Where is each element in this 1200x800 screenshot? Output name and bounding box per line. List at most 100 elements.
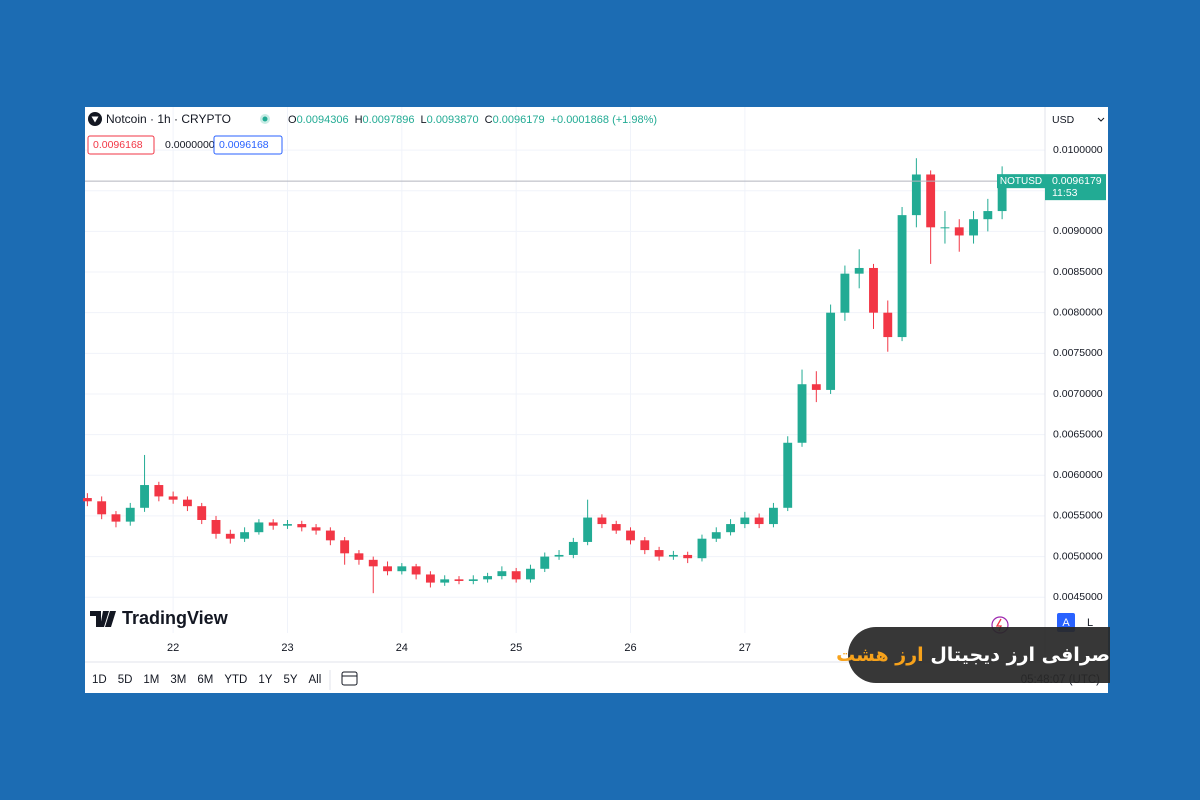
x-tick-label: 25	[510, 642, 522, 654]
price-badge	[1045, 174, 1106, 201]
candle-body	[683, 554, 693, 559]
ohlc-value: 0.0093870	[427, 114, 479, 126]
candle-body	[897, 215, 907, 338]
candle-body	[969, 219, 978, 236]
range-button[interactable]: 1Y	[258, 674, 272, 686]
candle-body	[483, 576, 493, 580]
watermark: صرافی ارز دیجیتال ارز هشت	[836, 627, 1110, 683]
currency[interactable]: USD	[1052, 114, 1075, 126]
candle-body	[769, 507, 778, 525]
candle-body	[568, 541, 578, 555]
logo-text: TradingView	[122, 608, 229, 628]
range-button[interactable]: 3M	[170, 674, 186, 686]
y-tick-label: 0.0070000	[1053, 388, 1103, 400]
candles	[82, 158, 1007, 594]
candle-body	[183, 499, 192, 507]
scale-button[interactable]: A	[1062, 617, 1070, 629]
candle-body	[111, 514, 121, 522]
input-value[interactable]: 0.0096168	[93, 139, 143, 151]
candle-body	[454, 579, 464, 581]
watermark-brand: ارز هشت	[836, 644, 924, 666]
x-tick-label: 23	[281, 642, 293, 654]
candle-body	[783, 442, 793, 508]
inputs: 0.0096168 0.0000000 0.0096168	[87, 135, 283, 155]
range-button[interactable]: 5D	[118, 674, 133, 686]
candle-body	[440, 579, 450, 583]
candle-body	[540, 556, 550, 569]
y-tick-label: 0.0055000	[1053, 510, 1103, 522]
input-value[interactable]: 0.0096168	[219, 139, 269, 151]
input-box	[213, 135, 283, 155]
currency-chevron[interactable]	[1097, 117, 1105, 122]
symbol-title: Notcoin · 1h · CRYPTO	[106, 112, 231, 126]
range-buttons: 1D 5D 1M 3M 6M YTD 1Y 5Y All	[92, 670, 331, 690]
candle-body	[197, 506, 207, 520]
input-box	[87, 135, 155, 155]
ohlc-change: +0.0001868 (+1.98%)	[551, 114, 657, 126]
candle-body	[125, 507, 135, 522]
price-badge-value: 0.0096179	[1052, 175, 1102, 187]
ohlc-label: L	[421, 114, 427, 126]
range-button[interactable]: 1M	[143, 674, 159, 686]
candle-body	[254, 522, 264, 533]
candle-body	[954, 227, 964, 236]
candle-body	[225, 533, 235, 539]
scale-button[interactable]: L	[1087, 617, 1093, 629]
candle-body	[697, 538, 707, 559]
candle-body	[397, 566, 407, 572]
candle-body	[554, 554, 564, 557]
y-tick-label: 0.0100000	[1053, 144, 1103, 156]
candle-body	[597, 517, 607, 525]
candle-body	[97, 501, 107, 515]
ohlc-value: 0.0097896	[363, 114, 415, 126]
goto-date-icon[interactable]	[341, 671, 358, 686]
range-button[interactable]: 6M	[197, 674, 213, 686]
y-tick-label: 0.0060000	[1053, 469, 1103, 481]
candle-body	[740, 517, 750, 525]
candle-body	[654, 550, 664, 557]
candle-body	[840, 273, 850, 313]
grid	[85, 107, 1045, 633]
candle-body	[526, 568, 535, 580]
candle-body	[626, 530, 635, 541]
y-tick-label: 0.0045000	[1053, 591, 1103, 603]
candle-body	[811, 384, 821, 390]
range-button[interactable]: 1D	[92, 674, 107, 686]
candle-body	[368, 559, 378, 567]
candle-body	[726, 524, 735, 533]
logo-icon	[90, 611, 116, 627]
input-value[interactable]: 0.0000000	[165, 139, 215, 151]
watermark-prefix: صرافی ارز دیجیتال	[930, 644, 1110, 666]
range-button[interactable]: All	[309, 674, 322, 686]
candle-body	[869, 267, 878, 313]
candle-body	[268, 522, 278, 526]
candle-body	[997, 181, 1007, 212]
symbol-badge-text: NOTUSD	[1000, 176, 1042, 187]
candle-body	[911, 174, 921, 216]
candle-body	[240, 532, 250, 539]
y-tick-label: 0.0090000	[1053, 225, 1103, 237]
candle-body	[511, 571, 521, 580]
ohlc-label: H	[355, 114, 363, 126]
candle-body	[583, 517, 593, 542]
candle-body	[711, 532, 721, 539]
candle-body	[826, 312, 836, 390]
y-tick-label: 0.0075000	[1053, 347, 1103, 359]
y-tick-label: 0.0050000	[1053, 550, 1103, 562]
candle-body	[611, 524, 621, 531]
y-tick-label: 0.0065000	[1053, 428, 1103, 440]
symbol-icon-mark	[91, 116, 99, 123]
candle-body	[168, 496, 178, 500]
candle-body	[754, 517, 764, 525]
candle-body	[411, 566, 421, 575]
x-tick-label: 26	[624, 642, 636, 654]
range-button[interactable]: 5Y	[283, 674, 297, 686]
candle-body	[854, 267, 864, 274]
range-button[interactable]: YTD	[224, 674, 247, 686]
candle-body	[983, 211, 993, 220]
candle-body	[383, 566, 392, 572]
x-tick-label: 27	[739, 642, 751, 654]
x-tick-label: 22	[167, 642, 179, 654]
candle-body	[668, 554, 678, 557]
